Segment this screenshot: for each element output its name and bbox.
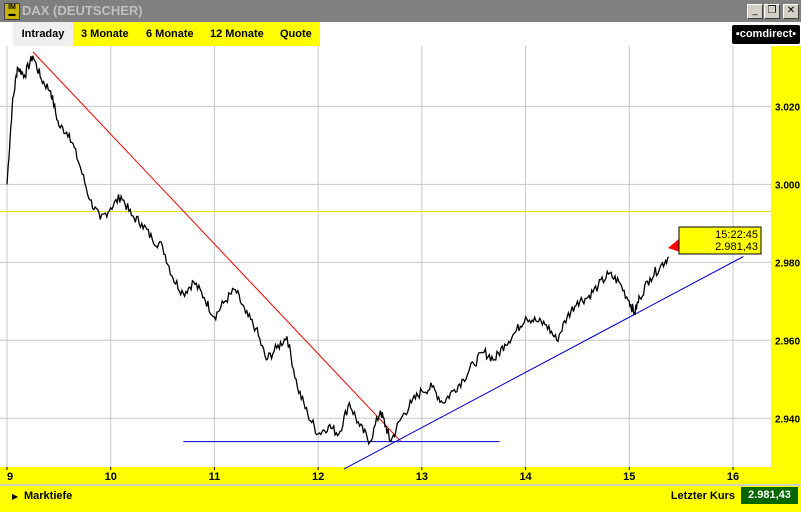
minimize-button[interactable]: _ — [747, 4, 763, 19]
window-title: DAX (DEUTSCHER) — [22, 3, 143, 18]
tab-12-monate[interactable]: 12 Monate — [210, 28, 264, 40]
chart-area — [0, 46, 771, 467]
y-axis-panel — [771, 46, 801, 484]
expand-arrow-icon[interactable]: ▶ — [12, 492, 19, 501]
app-icon: IM ▬ — [4, 3, 20, 20]
restore-button[interactable]: ❐ — [764, 4, 780, 19]
last-price-value: 2.981,43 — [741, 487, 798, 504]
tab-intraday[interactable]: Intraday — [12, 22, 74, 46]
status-bar: ▶ Marktiefe Letzter Kurs — [0, 486, 801, 512]
tab-quote[interactable]: Quote — [280, 28, 312, 40]
close-button[interactable]: ✕ — [783, 4, 799, 19]
x-axis-panel — [0, 467, 771, 484]
marktiefe-label[interactable]: Marktiefe — [24, 490, 73, 502]
tab-strip — [73, 22, 320, 46]
tab-bar: Intraday 3 Monate 6 Monate 12 Monate Quo… — [0, 22, 801, 46]
tab-3-monate[interactable]: 3 Monate — [81, 28, 129, 40]
last-price-label: Letzter Kurs — [670, 490, 735, 502]
title-bar: IM ▬ DAX (DEUTSCHER) _ ❐ ✕ — [0, 0, 801, 22]
tab-6-monate[interactable]: 6 Monate — [146, 28, 194, 40]
comdirect-logo: ▪comdirect▪ — [732, 25, 800, 44]
